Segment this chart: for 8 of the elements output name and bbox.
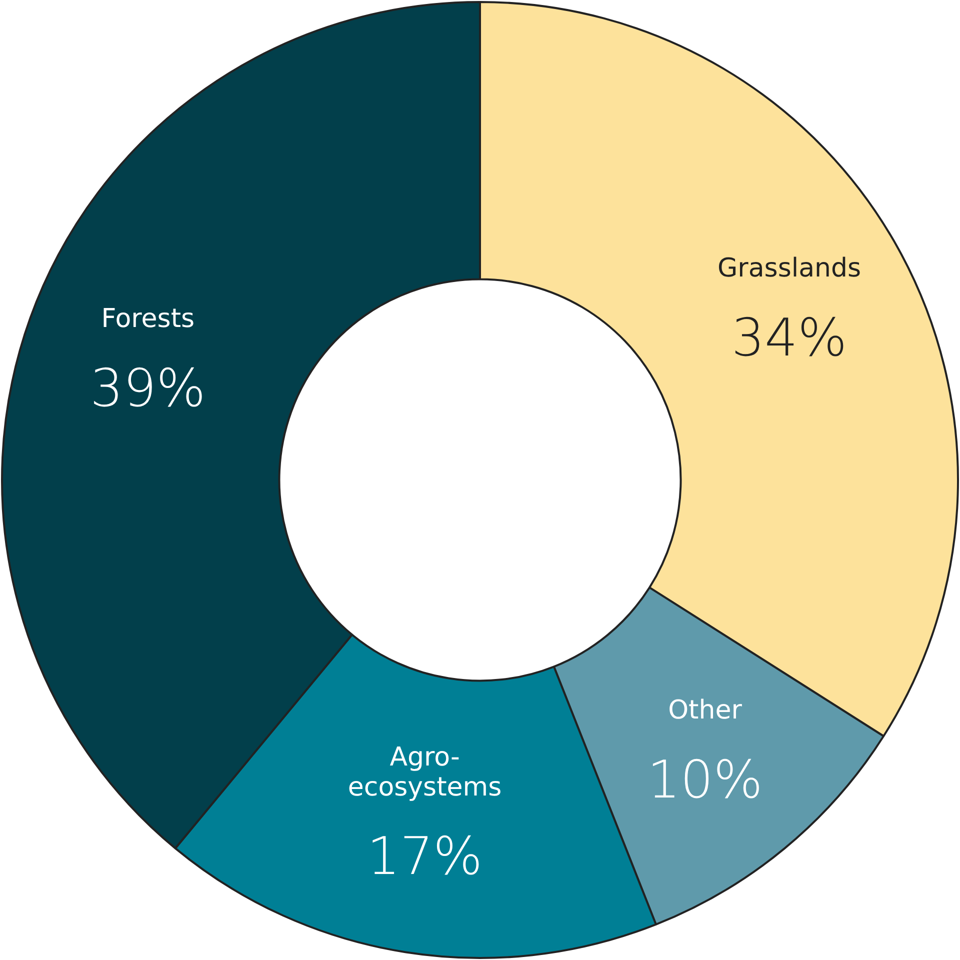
slice-label: Forests — [101, 304, 195, 334]
data-label: 34% — [732, 308, 848, 368]
slice-label: Other — [668, 696, 742, 726]
slice-label: Grasslands — [718, 254, 862, 284]
data-label: 10% — [647, 750, 763, 810]
data-label: 17% — [366, 827, 483, 888]
slice-label: Agro-ecosystems — [348, 742, 502, 802]
data-label: 39% — [90, 358, 206, 419]
